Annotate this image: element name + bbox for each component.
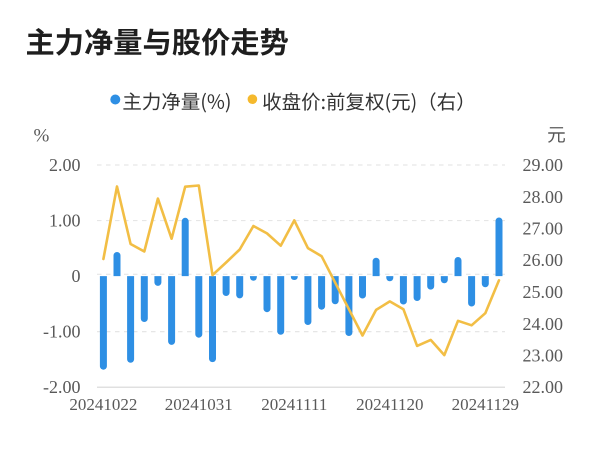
svg-text:29.00: 29.00	[523, 155, 564, 175]
svg-text:%: %	[34, 126, 50, 147]
svg-text:26.00: 26.00	[523, 250, 564, 270]
svg-text:1.00: 1.00	[49, 211, 81, 231]
svg-text:20241129: 20241129	[452, 395, 519, 414]
svg-text:2.00: 2.00	[49, 155, 81, 175]
svg-text:22.00: 22.00	[523, 377, 564, 397]
svg-text:0: 0	[72, 266, 81, 286]
svg-text:20241022: 20241022	[69, 395, 137, 414]
svg-text:20241120: 20241120	[356, 395, 423, 414]
svg-text:-2.00: -2.00	[43, 377, 81, 397]
svg-text:25.00: 25.00	[523, 282, 564, 302]
svg-text:27.00: 27.00	[523, 219, 564, 239]
svg-text:24.00: 24.00	[523, 314, 564, 334]
svg-text:20241111: 20241111	[261, 395, 327, 414]
svg-text:-1.00: -1.00	[43, 322, 81, 342]
svg-text:23.00: 23.00	[523, 346, 564, 366]
svg-text:20241031: 20241031	[165, 395, 233, 414]
svg-text:28.00: 28.00	[523, 187, 564, 207]
